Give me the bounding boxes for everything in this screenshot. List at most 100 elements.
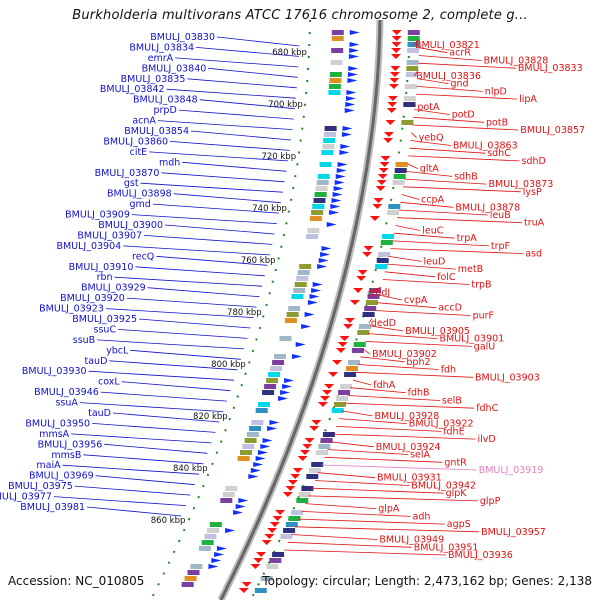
right-gene-label: dedD — [371, 318, 396, 329]
gene-block — [257, 402, 270, 407]
gene-block — [272, 360, 285, 365]
reverse-arrow — [369, 216, 380, 221]
gene-block — [336, 396, 348, 401]
forward-arrow — [307, 300, 318, 305]
gene-block — [288, 306, 301, 311]
gene-block — [190, 564, 203, 569]
right-gene-label: leuD — [424, 256, 446, 267]
right-gene-label: BMULJ_03928 — [375, 411, 440, 422]
right-connector-line — [414, 109, 450, 115]
gene-block — [266, 564, 279, 569]
right-gene-label: BMULJ_03924 — [376, 442, 441, 453]
right-gene-label: trpF — [491, 241, 510, 252]
reverse-arrow — [290, 474, 301, 479]
forward-arrow — [349, 30, 360, 35]
forward-arrow — [258, 450, 268, 455]
reverse-arrow — [387, 96, 398, 101]
forward-arrow — [320, 252, 331, 257]
right-connector-line — [411, 132, 417, 138]
right-gene-label: ilvD — [478, 434, 496, 445]
right-connector-line — [336, 426, 442, 432]
backbone — [219, 19, 382, 600]
reverse-arrow — [256, 552, 267, 557]
right-gene-label: sdhC — [487, 148, 511, 159]
gene-block — [222, 492, 235, 497]
reverse-arrow — [304, 438, 315, 443]
left-gene-label: tauD — [85, 356, 108, 367]
reverse-arrow — [379, 162, 390, 167]
gene-block — [323, 138, 336, 143]
gene-block — [407, 36, 420, 41]
right-connector-line — [339, 418, 407, 424]
right-connector-line — [367, 333, 438, 339]
gene-block — [274, 354, 286, 359]
gene-block — [209, 522, 222, 527]
left-gene-label: BMULJ_03842 — [100, 84, 165, 95]
right-gene-label: fdhC — [476, 403, 498, 414]
scale-tick-label: 680 kbp — [272, 48, 307, 58]
right-gene-label: potA — [417, 102, 440, 113]
right-gene-label: yhdJ — [370, 287, 390, 298]
gene-block — [262, 390, 275, 395]
gene-block — [319, 162, 332, 167]
gene-block — [329, 78, 342, 83]
forward-arrow — [339, 150, 350, 155]
gene-block — [240, 450, 252, 455]
forward-arrow — [337, 162, 348, 167]
reverse-arrow — [322, 390, 333, 395]
gene-block — [351, 348, 364, 353]
gene-block — [246, 432, 259, 437]
gene-block — [403, 96, 416, 101]
right-connector-line — [395, 225, 421, 231]
forward-arrow — [326, 222, 337, 227]
gene-block — [254, 588, 267, 593]
gene-block — [329, 72, 342, 77]
right-gene-label: folC — [437, 272, 456, 283]
gene-block — [331, 48, 344, 53]
right-connector-line — [327, 449, 409, 455]
left-gene-label: BMULJ_03956 — [38, 439, 103, 450]
right-connector-line — [287, 541, 412, 548]
right-connector-line — [398, 209, 488, 216]
right-gene-label: BMULJ_03951 — [414, 542, 479, 553]
gene-block — [237, 456, 250, 461]
gene-block — [298, 492, 311, 497]
right-connector-line — [417, 78, 449, 84]
left-gene-label: BMULJ_03848 — [133, 95, 198, 106]
scale-tick-label: 860 kbp — [151, 516, 186, 526]
left-connector-line — [131, 214, 277, 224]
gene-block — [301, 486, 314, 491]
forward-arrow — [311, 288, 322, 293]
left-connector-line — [164, 224, 275, 235]
forward-arrow — [348, 66, 359, 71]
forward-arrow — [253, 462, 264, 467]
left-gene-label: tauD — [88, 408, 111, 419]
forward-arrow — [336, 168, 347, 173]
reverse-arrow — [292, 468, 303, 473]
gene-block — [255, 408, 268, 413]
reverse-arrow — [380, 156, 391, 161]
right-gene-label: BMULJ_03942 — [411, 481, 476, 492]
left-connector-line — [126, 297, 257, 308]
reverse-arrow — [383, 132, 394, 137]
right-connector-line — [347, 395, 440, 401]
gene-block — [306, 474, 319, 479]
gene-block — [382, 234, 395, 239]
gene-block — [264, 384, 277, 389]
gene-block — [309, 216, 322, 221]
forward-arrow — [269, 420, 280, 425]
gene-block — [392, 180, 405, 185]
reverse-arrow — [390, 54, 401, 59]
right-connector-line — [357, 364, 439, 370]
gene-block — [328, 90, 341, 95]
reverse-arrow — [389, 78, 400, 83]
left-connector-line — [121, 381, 231, 392]
gene-block — [395, 162, 408, 167]
scale-tick-label: 840 kbp — [173, 464, 208, 474]
left-connector-line — [182, 161, 287, 172]
left-gene-label: acnA — [132, 116, 156, 127]
left-gene-label: BMULJ_03981 — [20, 502, 85, 513]
left-connector-line — [97, 339, 245, 350]
gene-block — [333, 402, 346, 407]
left-connector-line — [83, 454, 204, 465]
